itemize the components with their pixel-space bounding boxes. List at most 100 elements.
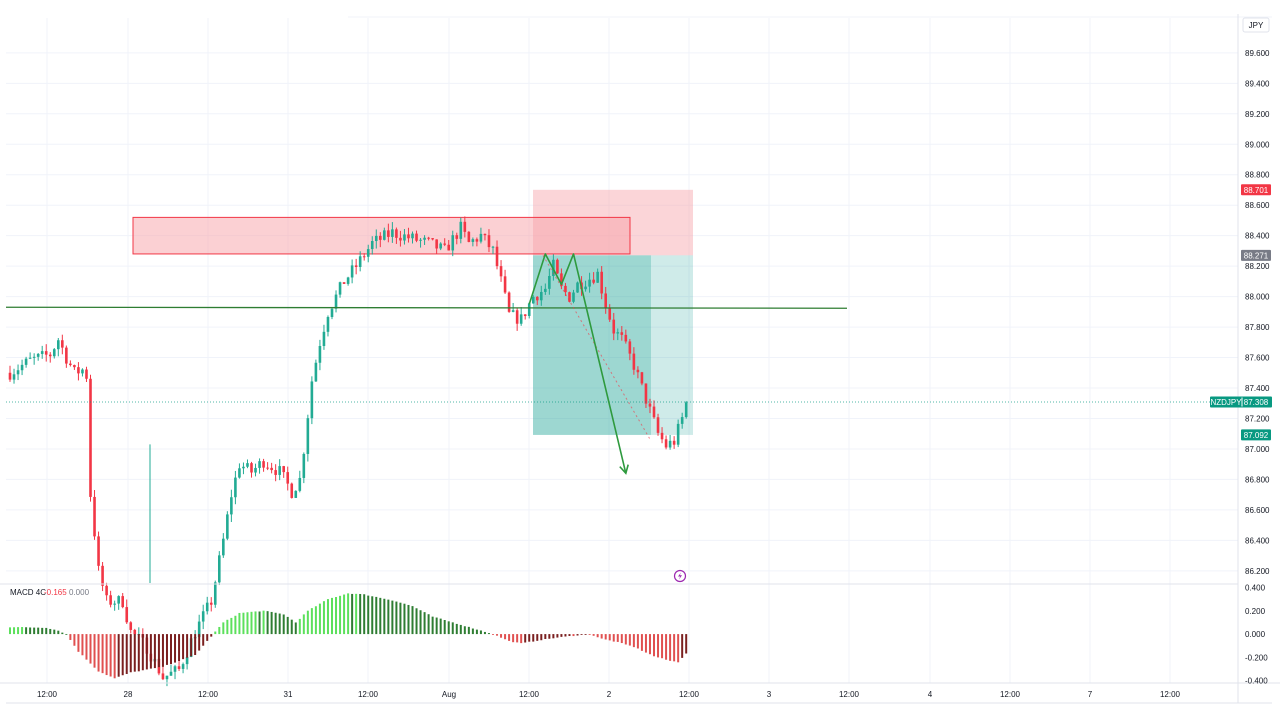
macd-histogram-bar (387, 599, 390, 635)
candle (648, 398, 652, 414)
candle (411, 231, 414, 244)
candle (330, 308, 334, 320)
price-tick-label: 88.400 (1245, 232, 1270, 241)
candle (12, 368, 16, 384)
profit-zone[interactable] (533, 255, 651, 435)
candle (644, 383, 648, 409)
candle (628, 338, 632, 361)
candle-body (165, 675, 169, 680)
candle-body (197, 621, 201, 638)
candle (491, 245, 495, 255)
time-tick-label: 12:00 (37, 690, 58, 699)
price-tick-label: 86.800 (1245, 475, 1270, 484)
candle (274, 464, 277, 482)
macd-histogram-bar (516, 634, 519, 643)
candle-body (459, 221, 463, 239)
candle (73, 364, 76, 370)
candle-body (181, 664, 185, 669)
candle-body (652, 406, 656, 418)
time-tick-label: 12:00 (679, 690, 700, 699)
macd-legend[interactable]: MACD 4C -0.165 0.000 (10, 588, 90, 597)
price-tick-label: 88.000 (1245, 293, 1270, 302)
pane-divider[interactable] (0, 14, 1280, 704)
candle-body (16, 370, 20, 375)
candle (169, 664, 173, 676)
time-tick-label: 12:00 (519, 690, 540, 699)
candle-body (105, 585, 108, 596)
macd-histogram-bar (379, 597, 382, 635)
candle (527, 302, 531, 319)
macd-histogram-bar (121, 634, 124, 676)
macd-histogram-bar (487, 633, 490, 635)
macd-histogram-bar (500, 634, 503, 638)
macd-histogram-bar (492, 634, 494, 635)
macd-histogram-bar (443, 620, 446, 635)
candle-body (435, 239, 438, 249)
candle-body (125, 607, 129, 623)
lightning-icon[interactable] (673, 569, 687, 583)
supply-zone-box[interactable] (132, 216, 631, 255)
candle-body (648, 403, 652, 407)
macd-histogram-bar (661, 634, 664, 659)
macd-axis[interactable]: 0.400 0.200 0.000 -0.200 -0.400 (1245, 583, 1268, 685)
candle (85, 366, 88, 383)
macd-histogram-bar (628, 634, 631, 646)
candle (592, 272, 595, 285)
candle-body (515, 310, 519, 324)
support-line[interactable] (5, 306, 848, 309)
candle (427, 236, 430, 241)
price-tick-label: 86.200 (1245, 567, 1270, 576)
candle-body (664, 439, 668, 448)
macd-histogram-bar (202, 634, 205, 646)
candle (81, 368, 84, 377)
price-axis[interactable]: 89.600 89.400 89.200 89.000 88.800 88.600 88.4… (1245, 49, 1270, 576)
macd-histogram-bar (419, 610, 422, 635)
macd-histogram-bar (540, 634, 543, 641)
candle-body (415, 233, 418, 241)
candle-body (346, 277, 350, 284)
candle-body (234, 477, 237, 498)
candle-body (479, 233, 483, 242)
candle (290, 482, 294, 499)
candle-body (278, 466, 281, 475)
projected-path[interactable] (528, 253, 627, 474)
candle (69, 360, 72, 367)
macd-tick-label: -0.200 (1245, 653, 1268, 662)
candle-body (12, 374, 16, 380)
candle (318, 339, 322, 371)
candle (28, 352, 32, 360)
candle-body (427, 237, 430, 239)
macd-histogram-bar (238, 612, 241, 635)
macd-histogram-bar (141, 634, 144, 671)
candle (419, 238, 422, 248)
candle-body (254, 467, 257, 473)
candle-body (391, 229, 394, 237)
candle (572, 289, 575, 304)
candle (230, 489, 233, 522)
macd-histogram-bar (89, 634, 92, 664)
candle-body (604, 293, 607, 308)
macd-zero-value: 0.000 (69, 588, 90, 597)
macd-histogram-bar (101, 634, 104, 674)
candle-body (40, 351, 44, 354)
candle-body (274, 470, 277, 475)
time-axis[interactable]: 12:00 28 12:00 31 12:00 Aug 12:00 2 12:00 3 12:00 4… (37, 690, 1181, 699)
macd-pane (9, 593, 688, 679)
macd-histogram-bar (29, 627, 32, 635)
candle-body (387, 230, 390, 237)
macd-histogram-bar (258, 611, 261, 635)
macd-histogram-bar (407, 604, 410, 635)
time-tick-label: 12:00 (1160, 690, 1181, 699)
macd-histogram-bar (552, 634, 555, 639)
candle (201, 604, 205, 630)
candle-body (201, 611, 205, 622)
candle-body (334, 294, 338, 309)
candle-body (262, 461, 265, 468)
macd-histogram-bar (93, 634, 96, 668)
candle (588, 272, 591, 293)
candle-body (447, 244, 451, 251)
macd-histogram-bar (673, 634, 676, 662)
currency-badge[interactable]: JPY (1242, 17, 1270, 33)
